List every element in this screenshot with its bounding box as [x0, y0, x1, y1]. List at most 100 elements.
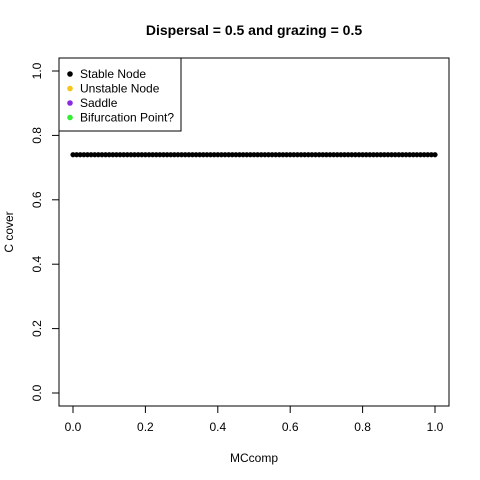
- data-point: [240, 152, 246, 158]
- legend-label: Stable Node: [80, 67, 146, 81]
- data-point: [218, 152, 225, 158]
- y-axis: 0.0 0.2 0.4 0.6 0.8 1.0: [30, 62, 60, 401]
- x-tick-label: 1.0: [427, 420, 444, 434]
- data-point: [233, 152, 239, 158]
- data-point: [396, 152, 402, 158]
- data-point: [226, 152, 232, 158]
- legend-marker: [67, 71, 73, 77]
- y-tick-label: 0.0: [30, 384, 44, 401]
- data-point: [200, 152, 206, 158]
- data-point: [417, 152, 424, 158]
- data-point: [197, 152, 203, 158]
- data-point: [168, 152, 174, 158]
- data-point: [146, 152, 152, 158]
- data-points: [70, 152, 438, 158]
- data-point: [95, 152, 101, 158]
- data-point: [370, 152, 377, 158]
- y-tick-label: 0.2: [30, 320, 44, 337]
- legend-marker: [67, 85, 73, 92]
- data-point: [88, 152, 94, 158]
- legend-label: Unstable Node: [80, 82, 160, 96]
- data-point: [338, 152, 344, 158]
- data-point: [276, 152, 282, 158]
- legend-label: Bifurcation Point?: [80, 111, 174, 125]
- data-point: [211, 152, 217, 158]
- x-tick-label: 0.4: [209, 420, 226, 434]
- data-point: [287, 152, 293, 158]
- data-point: [193, 152, 199, 158]
- data-point: [273, 152, 279, 158]
- data-point: [280, 152, 286, 158]
- data-point: [356, 152, 362, 158]
- data-point: [131, 152, 138, 158]
- data-point: [367, 152, 373, 158]
- x-axis: 0.0 0.2 0.4 0.6 0.8 1.0: [65, 405, 444, 434]
- data-point: [99, 152, 105, 158]
- data-point: [135, 152, 141, 158]
- data-point: [294, 152, 301, 158]
- x-tick-label: 0.2: [137, 420, 154, 434]
- data-point: [84, 152, 91, 158]
- data-point: [164, 152, 170, 158]
- data-point: [421, 152, 427, 158]
- data-point: [407, 152, 413, 158]
- data-point: [207, 152, 214, 158]
- data-point: [414, 152, 420, 158]
- data-point: [425, 152, 431, 158]
- data-point: [410, 152, 416, 158]
- data-point: [81, 152, 87, 158]
- x-tick-label: 0.8: [354, 420, 371, 434]
- data-point: [251, 152, 257, 158]
- x-tick-label: 0.0: [65, 420, 82, 434]
- data-point: [432, 152, 438, 158]
- legend-box: [58, 57, 182, 132]
- data-point: [229, 152, 235, 158]
- data-point: [179, 152, 185, 158]
- data-point: [283, 152, 290, 158]
- data-point: [392, 152, 398, 158]
- data-point: [110, 152, 116, 158]
- data-point: [124, 152, 130, 158]
- data-point: [385, 152, 391, 158]
- data-point: [171, 152, 177, 158]
- data-point: [182, 152, 188, 158]
- data-point: [381, 152, 387, 158]
- data-point: [428, 152, 434, 158]
- data-point: [102, 152, 109, 158]
- data-point: [331, 152, 337, 158]
- data-point: [269, 152, 275, 158]
- y-tick-label: 0.4: [30, 256, 44, 273]
- data-point: [298, 152, 304, 158]
- data-point: [92, 152, 98, 158]
- y-tick-label: 0.8: [30, 127, 44, 144]
- data-point: [139, 152, 145, 158]
- chart-title: Dispersal = 0.5 and grazing = 0.5: [146, 22, 363, 38]
- data-point: [349, 152, 355, 158]
- data-point: [236, 152, 243, 158]
- y-tick-label: 0.6: [30, 191, 44, 208]
- data-point: [305, 152, 311, 158]
- data-point: [403, 152, 409, 158]
- data-point: [320, 152, 326, 158]
- data-point: [77, 152, 83, 158]
- data-point: [327, 152, 333, 158]
- data-point: [399, 152, 406, 158]
- data-point: [258, 152, 264, 158]
- data-point: [70, 152, 76, 158]
- data-point: [74, 152, 80, 158]
- data-point: [374, 152, 380, 158]
- data-point: [222, 152, 228, 158]
- data-point: [142, 152, 148, 158]
- data-point: [189, 152, 196, 158]
- data-point: [363, 152, 369, 158]
- data-point: [186, 152, 192, 158]
- y-tick-label: 1.0: [30, 62, 44, 79]
- data-point: [106, 152, 112, 158]
- data-point: [175, 152, 181, 158]
- data-point: [121, 152, 127, 158]
- data-point: [204, 152, 210, 158]
- legend-marker: [67, 100, 73, 106]
